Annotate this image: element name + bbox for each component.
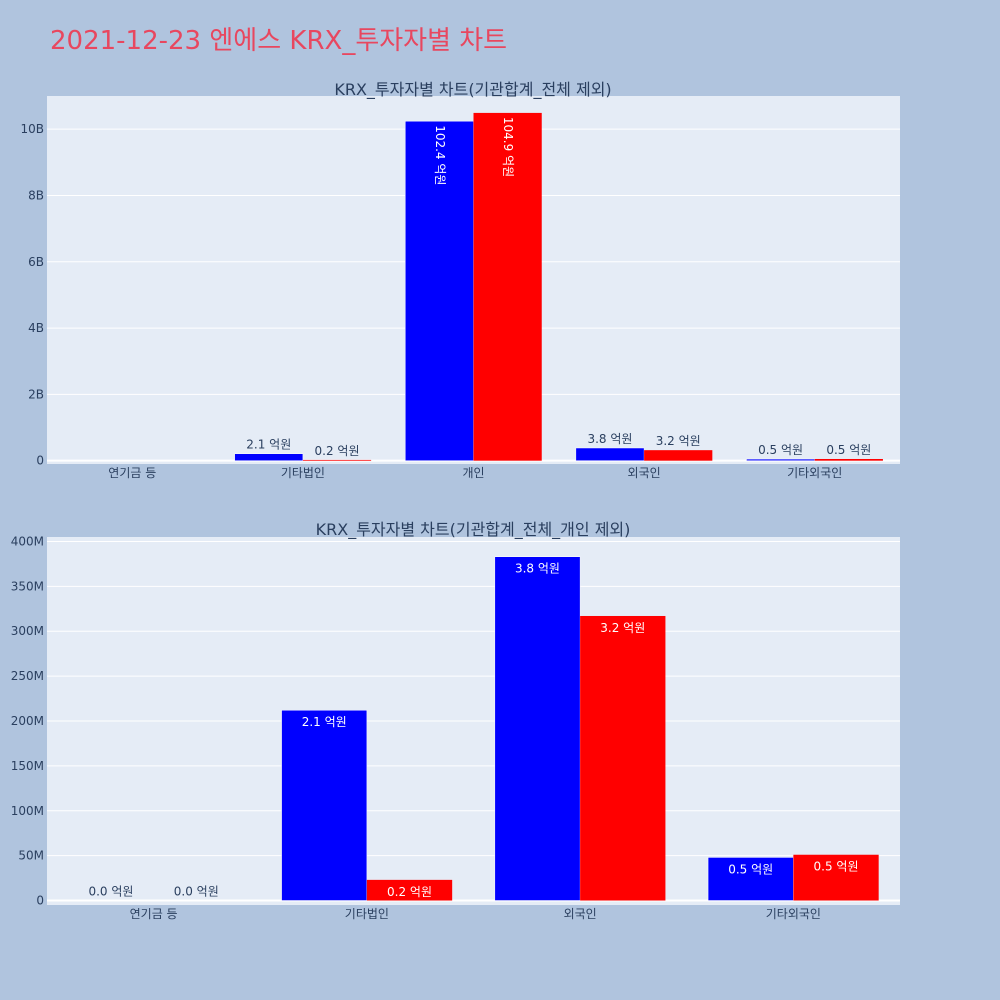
y-tick-label: 8B (28, 188, 44, 202)
x-tick-label: 연기금 등 (108, 466, 156, 480)
y-tick-label: 350M (11, 579, 44, 593)
bar (234, 453, 304, 461)
bar-data-label: 0.5 억원 (758, 443, 803, 457)
page-title: 2021-12-23 엔에스 KRX_투자자별 차트 (50, 26, 507, 56)
y-tick-label: 0 (36, 894, 44, 908)
y-tick-label: 4B (28, 321, 44, 335)
bar-data-label: 0.2 억원 (387, 885, 432, 899)
bar (814, 458, 883, 461)
bar (575, 447, 645, 461)
bar-data-label: 0.5 억원 (728, 862, 773, 876)
chart-top-title: KRX_투자자별 차트(기관합계_전체 제외) (334, 80, 611, 100)
bar-data-label: 3.2 억원 (656, 434, 701, 448)
bar (366, 879, 453, 901)
y-tick-label: 10B (20, 122, 44, 136)
bar-data-label: 3.8 억원 (515, 562, 560, 576)
bar (644, 450, 713, 461)
x-tick-label: 기타외국인 (787, 466, 842, 480)
bar (302, 459, 372, 461)
bar (281, 709, 368, 901)
bar-data-label: 2.1 억원 (302, 715, 347, 729)
x-tick-label: 개인 (462, 466, 484, 480)
y-tick-label: 0 (36, 454, 44, 468)
y-tick-label: 250M (11, 669, 44, 683)
x-tick-label: 외국인 (564, 907, 597, 921)
bar-data-label: 3.2 억원 (600, 621, 645, 635)
chart-bottom: KRX_투자자별 차트(기관합계_전체_개인 제외) 0 50M 100M 150M 2… (11, 520, 900, 921)
bar (707, 857, 794, 901)
bar-data-label: 2.1 억원 (246, 438, 291, 452)
y-tick-label: 2B (28, 387, 44, 401)
x-tick-label: 기타법인 (345, 907, 389, 921)
x-tick-label: 연기금 등 (130, 907, 178, 921)
x-tick-label: 기타외국인 (766, 907, 821, 921)
chart-bottom-title: KRX_투자자별 차트(기관합계_전체_개인 제외) (316, 520, 631, 540)
y-tick-label: 150M (11, 759, 44, 773)
bar-data-label: 104.9 억원 (501, 117, 515, 177)
bar-data-label: 0.5 억원 (826, 443, 871, 457)
bar-data-label: 102.4 억원 (433, 125, 447, 185)
bar (580, 615, 666, 901)
bar-data-label: 0.0 억원 (88, 885, 133, 899)
y-tick-label: 6B (28, 255, 44, 269)
chart-top: KRX_투자자별 차트(기관합계_전체 제외) 0 2B 4B 6B 8B 10B 연기금 … (20, 80, 900, 480)
bar (746, 458, 815, 461)
y-tick-label: 200M (11, 714, 44, 728)
y-tick-label: 100M (11, 804, 44, 818)
x-tick-label: 기타법인 (281, 466, 325, 480)
y-tick-label: 300M (11, 624, 44, 638)
x-tick-label: 외국인 (628, 466, 661, 480)
bar (494, 556, 581, 901)
bar-data-label: 3.8 억원 (587, 432, 632, 446)
y-tick-label: 400M (11, 534, 44, 548)
bar (473, 112, 542, 461)
bar-data-label: 0.5 억원 (814, 860, 859, 874)
bar (793, 854, 879, 901)
bar-data-label: 0.0 억원 (174, 885, 219, 899)
y-tick-label: 50M (18, 849, 44, 863)
bar-data-label: 0.2 억원 (315, 444, 360, 458)
